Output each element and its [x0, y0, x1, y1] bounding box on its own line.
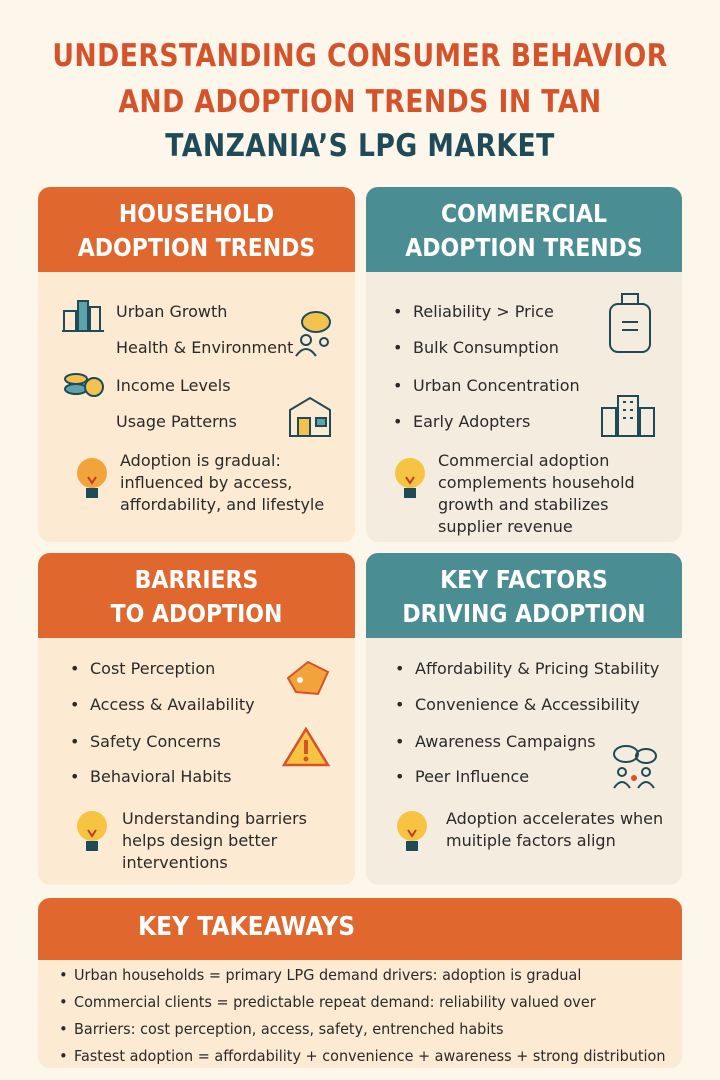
commercial-title-1: COMMERCIAL: [441, 199, 607, 228]
barriers-title-2: TO ADOPTION: [110, 599, 283, 628]
commercial-note: Commercial adoption complements househol…: [438, 451, 635, 536]
takeaways-header: KEY TAKEAWAYS: [38, 898, 682, 960]
takeaway-item: Commercial clients = predictable repeat …: [59, 989, 639, 1016]
barriers-title-1: BARRIERS: [134, 565, 259, 594]
household-title-1: HOUSEHOLD: [118, 199, 275, 228]
commercial-item: Urban Concentration: [393, 376, 580, 395]
barriers-item: Access & Availability: [70, 695, 255, 714]
factors-note: Adoption accelerates when muitiple facto…: [446, 809, 664, 850]
house-icon: [289, 396, 331, 437]
price-tag-icon: [286, 660, 330, 696]
office-building-icon: [601, 395, 655, 437]
factors-item: Awareness Campaigns: [395, 732, 596, 751]
lightbulb-icon: [395, 458, 425, 498]
factors-item: Peer Influence: [395, 767, 529, 786]
title-line-3: TANZANIA’S LPG MARKET: [165, 128, 555, 164]
coins-icon: [64, 373, 104, 397]
barriers-note: Understanding barriers helps design bett…: [122, 809, 308, 872]
title-line-1: UNDERSTANDING CONSUMER BEHAVIOR: [52, 38, 668, 74]
household-card: HOUSEHOLD ADOPTION TRENDS Urban Growth He…: [38, 187, 355, 542]
takeaways-list: Urban households = primary LPG demand dr…: [38, 960, 682, 1068]
leaf-people-icon: [295, 311, 331, 357]
factors-item: Affordability & Pricing Stability: [395, 659, 659, 678]
factors-item: Convenience & Accessibility: [395, 695, 640, 714]
household-note: Adoption is gradual: influenced by acces…: [120, 451, 325, 514]
household-item: Income Levels: [116, 376, 231, 395]
takeaway-item: Barriers: cost perception, access, safet…: [59, 1016, 639, 1043]
commercial-header: COMMERCIAL ADOPTION TRENDS: [366, 187, 682, 272]
commercial-item: Early Adopters: [393, 412, 530, 431]
barriers-item: Cost Perception: [70, 659, 215, 678]
lightbulb-icon: [77, 811, 107, 851]
title-line-2: AND ADOPTION TRENDS IN TAN: [118, 84, 602, 120]
takeaways-title: KEY TAKEAWAYS: [138, 912, 356, 942]
commercial-item: Reliability > Price: [393, 302, 554, 321]
lightbulb-icon: [77, 458, 107, 498]
factors-header: KEY FACTORS DRIVING ADOPTION: [366, 553, 682, 638]
takeaway-item: Urban households = primary LPG demand dr…: [59, 962, 639, 989]
barriers-header: BARRIERS TO ADOPTION: [38, 553, 355, 638]
warning-icon: [282, 726, 330, 767]
factors-card: KEY FACTORS DRIVING ADOPTION Affordabilit…: [366, 553, 682, 885]
barriers-card: BARRIERS TO ADOPTION Cost Perception Acce…: [38, 553, 355, 885]
barriers-item: Behavioral Habits: [70, 767, 231, 786]
household-header: HOUSEHOLD ADOPTION TRENDS: [38, 187, 355, 272]
commercial-item: Bulk Consumption: [393, 338, 559, 357]
household-item: Health & Environment: [116, 338, 294, 357]
household-title-2: ADOPTION TRENDS: [77, 233, 316, 262]
household-item: Usage Patterns: [116, 412, 237, 431]
commercial-card: COMMERCIAL ADOPTION TRENDS Reliability > …: [366, 187, 682, 542]
factors-title-1: KEY FACTORS: [440, 565, 608, 594]
commercial-title-2: ADOPTION TRENDS: [405, 233, 643, 262]
factors-title-2: DRIVING ADOPTION: [402, 599, 646, 628]
people-chat-icon: [613, 745, 657, 789]
takeaways-card: KEY TAKEAWAYS Urban households = primary…: [38, 898, 682, 1068]
barriers-item: Safety Concerns: [70, 732, 221, 751]
household-item: Urban Growth: [116, 302, 228, 321]
takeaway-item: Fastest adoption = affordability + conve…: [59, 1043, 665, 1068]
gas-cylinder-icon: [609, 293, 651, 353]
lightbulb-icon: [397, 811, 427, 851]
buildings-icon: [62, 300, 104, 332]
